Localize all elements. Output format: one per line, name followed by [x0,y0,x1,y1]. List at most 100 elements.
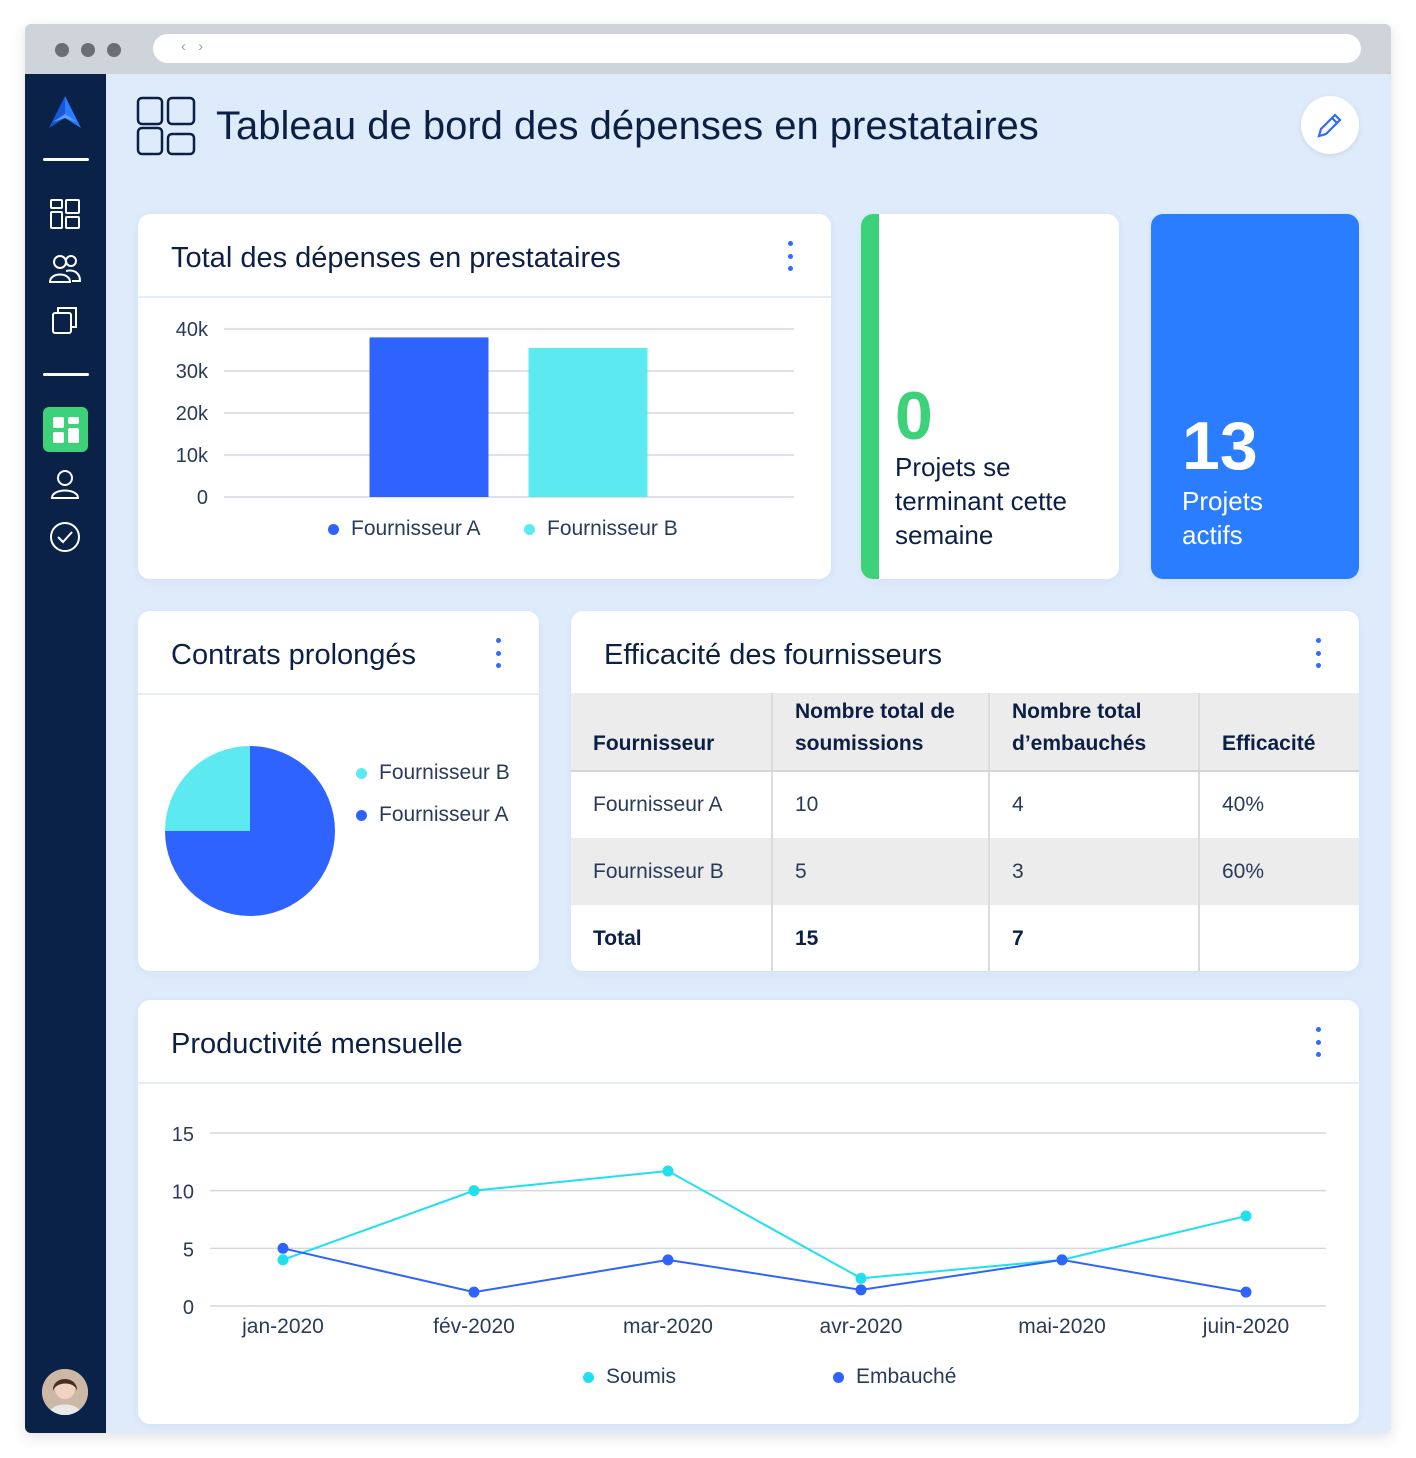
browser-chrome: ‹ › [25,24,1391,74]
table-cell [1198,905,1359,971]
more-options-icon[interactable] [1308,635,1328,671]
x-tick-label: jan-2020 [241,1315,324,1338]
data-point [468,1185,480,1197]
nav-arrows-icon[interactable]: ‹ › [181,38,208,55]
x-tick-label: fév-2020 [433,1315,515,1338]
table-cell: 15 [771,905,989,971]
kpi-label-line: Projets se [895,452,1011,482]
legend-item: Fournisseur A [328,517,481,541]
y-tick-label: 5 [183,1239,194,1261]
series-line [282,1170,1247,1280]
table-cell: Fournisseur B [571,838,772,905]
data-point [1240,1210,1252,1222]
edit-button[interactable] [1301,96,1359,154]
table-row: Fournisseur B 5 3 60% [571,838,1359,905]
legend-label: Fournisseur B [379,761,510,784]
legend-swatch [328,523,339,535]
legend-swatch [524,523,535,535]
data-point [1240,1286,1252,1298]
more-options-icon[interactable] [1308,1024,1328,1060]
legend-item: Embauché [833,1365,956,1389]
table-cell: 3 [988,838,1199,905]
card-title: Efficacité des fournisseurs [604,639,942,671]
window-close-dot[interactable] [55,43,69,57]
dashboard-grid-icon[interactable] [45,194,85,234]
kpi-label: Projets actifs [1182,484,1263,552]
efficiency-card: Efficacité des fournisseurs Fournisseur … [571,611,1359,971]
table-total-row: Total 15 7 [571,905,1359,971]
efficiency-table: Fournisseur Nombre total de soumissions … [571,693,1359,971]
data-point [468,1286,480,1298]
legend-label: Fournisseur A [379,803,509,826]
y-tick-label: 0 [197,487,208,509]
table-cell: 60% [1198,838,1359,905]
dashboard-layout-icon [136,96,196,156]
more-options-icon[interactable] [780,238,800,274]
kpi-active-projects: 13 Projets actifs [1151,214,1359,579]
legend-item: Soumis [583,1365,676,1389]
user-icon[interactable] [45,464,85,504]
card-title: Total des dépenses en prestataires [171,242,621,274]
table-cell: 7 [988,905,1199,971]
team-icon[interactable] [45,248,85,288]
legend-swatch [583,1371,594,1383]
legend-swatch [356,767,367,779]
kpi-value: 0 [895,378,933,454]
browser-window: ‹ › [25,24,1391,1433]
y-tick-label: 15 [172,1124,194,1146]
y-tick-label: 10 [172,1182,194,1204]
sidebar-divider [43,158,89,161]
table-cell: Fournisseur A [593,793,723,816]
kpi-value: 13 [1182,408,1258,484]
bar [528,347,648,497]
dashboard-tiles-icon[interactable] [43,407,88,452]
check-circle-icon[interactable] [45,517,85,557]
kpi-label-line: terminant cette [895,486,1067,516]
card-divider [138,1082,1359,1084]
data-point [277,1242,289,1254]
column-header: Fournisseur [571,693,772,772]
legend-swatch [356,809,367,821]
series-line [282,1247,1247,1294]
legend-label: Fournisseur A [351,517,481,540]
x-tick-label: juin-2020 [1202,1315,1289,1338]
data-point [662,1165,674,1177]
spend-card: Total des dépenses en prestataires 0 10k 2… [138,214,831,579]
pie-slice [165,746,250,831]
pie-chart [165,746,335,916]
legend-item: Fournisseur B [524,517,678,541]
legend-item: Fournisseur B [356,761,510,785]
address-bar[interactable]: ‹ › [153,34,1361,63]
more-options-icon[interactable] [488,635,508,671]
kpi-label: Projets se terminant cette semaine [895,450,1067,552]
legend-item: Fournisseur A [356,803,509,827]
column-header: Nombre total de soumissions [771,693,989,772]
page-title: Tableau de bord des dépenses en prestata… [216,104,1039,148]
legend-swatch [833,1371,844,1383]
y-tick-label: 0 [183,1297,194,1319]
kpi-projects-ending: 0 Projets se terminant cette semaine [861,214,1119,579]
table-row: Fournisseur A 10 4 40% [571,771,1359,838]
column-header: Nombre total d’embauchés [988,693,1199,772]
sidebar-divider [43,373,89,376]
column-header-label: Fournisseur [593,732,715,755]
card-title: Contrats prolongés [171,639,417,671]
brand-logo[interactable] [45,92,85,132]
documents-icon[interactable] [45,300,85,340]
window-minimize-dot[interactable] [81,43,95,57]
kpi-accent-bar [861,214,879,579]
column-header-line: d’embauchés [1012,732,1147,755]
data-point [855,1284,867,1296]
avatar[interactable] [42,1369,88,1415]
data-point [662,1254,674,1266]
table-cell: 10 [771,771,989,838]
kpi-label-line: Projets [1182,486,1263,516]
column-header-line: Nombre total de [795,700,955,723]
productivity-card: Productivité mensuelle 0 5 10 15 jan-2020 fév… [138,1000,1359,1424]
x-tick-label: mai-2020 [1018,1315,1106,1338]
bar [369,337,489,497]
table-cell: Total [593,926,642,950]
column-header: Efficacité [1198,693,1359,772]
x-tick-label: mar-2020 [623,1315,713,1338]
window-maximize-dot[interactable] [107,43,121,57]
